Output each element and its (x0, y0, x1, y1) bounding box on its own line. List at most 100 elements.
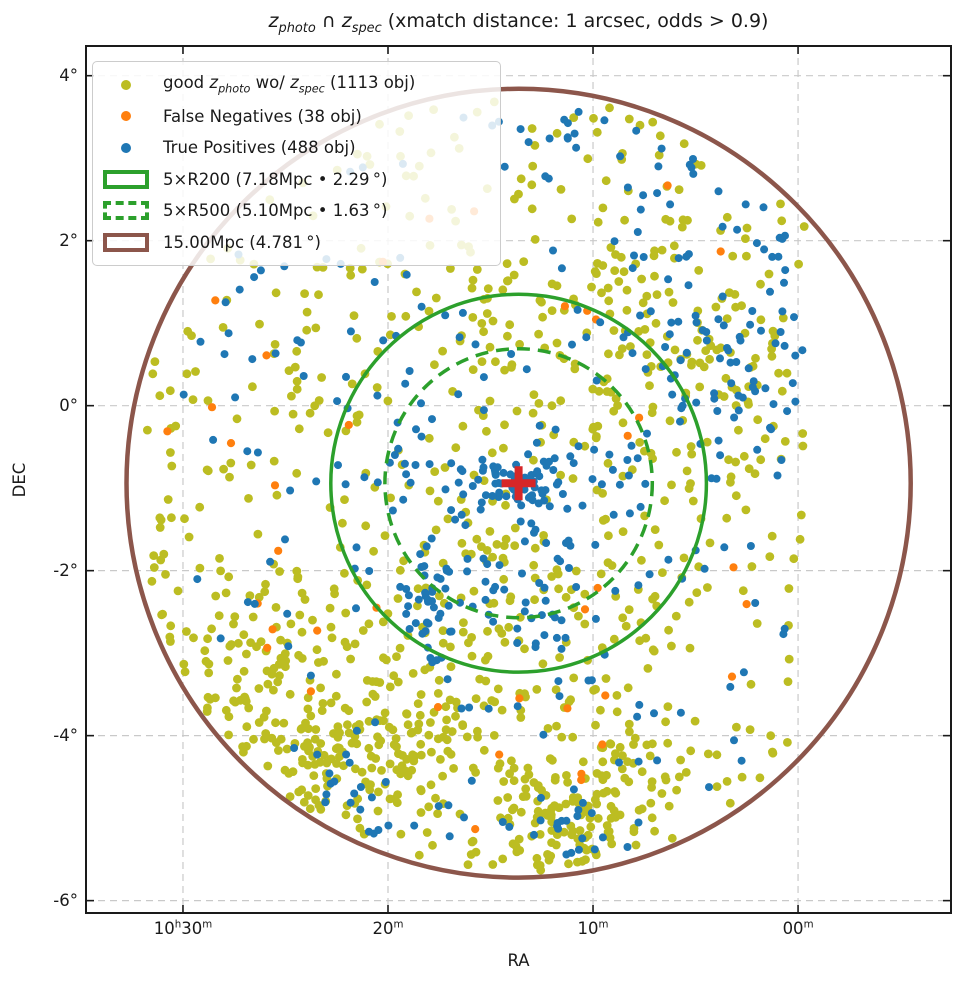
data-point (760, 434, 770, 444)
data-point (768, 252, 777, 261)
data-point (722, 314, 732, 323)
data-point (292, 346, 302, 356)
data-point (574, 845, 583, 854)
data-point (180, 667, 190, 677)
data-point (798, 429, 808, 438)
data-point (756, 315, 766, 325)
data-point (270, 481, 280, 490)
data-point (672, 785, 681, 795)
data-point (346, 798, 355, 807)
data-point (428, 840, 437, 850)
data-point (515, 339, 524, 349)
data-point (649, 646, 659, 656)
data-point (679, 139, 689, 149)
data-point (389, 671, 399, 681)
data-point (158, 609, 168, 619)
data-point (724, 455, 733, 465)
data-point (515, 694, 524, 703)
data-point (456, 598, 464, 607)
data-point (636, 502, 645, 511)
data-point (748, 307, 757, 315)
data-point (321, 798, 330, 807)
data-point (399, 495, 408, 504)
data-point (434, 613, 443, 622)
data-point (657, 245, 667, 255)
data-point (745, 725, 755, 734)
data-point (378, 617, 388, 627)
data-point (332, 669, 341, 679)
data-point (270, 406, 279, 416)
data-point (545, 502, 554, 511)
data-point (184, 532, 194, 542)
data-point (270, 340, 280, 349)
data-point (262, 351, 271, 360)
data-point (615, 742, 625, 752)
data-point (502, 259, 512, 268)
data-point (618, 418, 628, 428)
data-point (510, 541, 520, 550)
data-point (256, 637, 266, 646)
data-point (463, 567, 472, 576)
data-point (218, 323, 228, 332)
data-point (311, 795, 320, 805)
data-point (341, 608, 351, 618)
data-point (271, 603, 281, 612)
data-point (623, 843, 632, 851)
data-point (234, 638, 243, 648)
data-point (592, 269, 601, 278)
data-point (412, 287, 421, 297)
data-point (689, 169, 698, 178)
data-point (221, 588, 231, 598)
data-point (499, 468, 508, 477)
data-point (798, 346, 807, 355)
data-point (598, 740, 607, 749)
data-point (530, 235, 540, 244)
data-point (510, 194, 519, 204)
data-point (566, 452, 575, 461)
data-point (552, 338, 562, 348)
tick-marks (86, 46, 951, 913)
data-point (568, 474, 578, 483)
data-point (191, 367, 200, 376)
data-point (555, 692, 564, 701)
data-point (471, 694, 481, 703)
data-point (655, 131, 665, 141)
data-point (421, 588, 430, 597)
data-point (362, 580, 372, 590)
data-point (593, 583, 602, 593)
data-point (290, 362, 300, 372)
data-point (263, 679, 273, 689)
data-point (288, 767, 298, 776)
data-point (591, 720, 600, 730)
data-point (406, 478, 415, 487)
data-point (551, 425, 560, 434)
data-point (651, 318, 661, 328)
data-point (467, 776, 476, 785)
data-point (445, 832, 454, 841)
data-point (433, 809, 442, 818)
data-point (751, 353, 760, 363)
data-point (483, 560, 492, 569)
dashed-rect-icon (103, 201, 149, 221)
data-point (712, 750, 722, 760)
data-point (300, 595, 310, 604)
data-point (353, 814, 362, 824)
data-point (582, 845, 591, 855)
data-point (446, 749, 456, 759)
data-point (380, 708, 390, 718)
data-point (726, 358, 735, 367)
data-point (471, 768, 480, 777)
data-point (615, 758, 623, 767)
data-point (302, 325, 312, 335)
data-point (552, 565, 562, 575)
data-point (562, 816, 571, 825)
data-point (732, 722, 741, 732)
data-point (261, 579, 270, 589)
data-point (587, 809, 596, 818)
data-point (560, 302, 570, 311)
data-point (295, 610, 305, 620)
data-point (266, 557, 275, 566)
data-point (204, 668, 214, 678)
data-point (302, 307, 312, 317)
data-point (774, 368, 783, 378)
